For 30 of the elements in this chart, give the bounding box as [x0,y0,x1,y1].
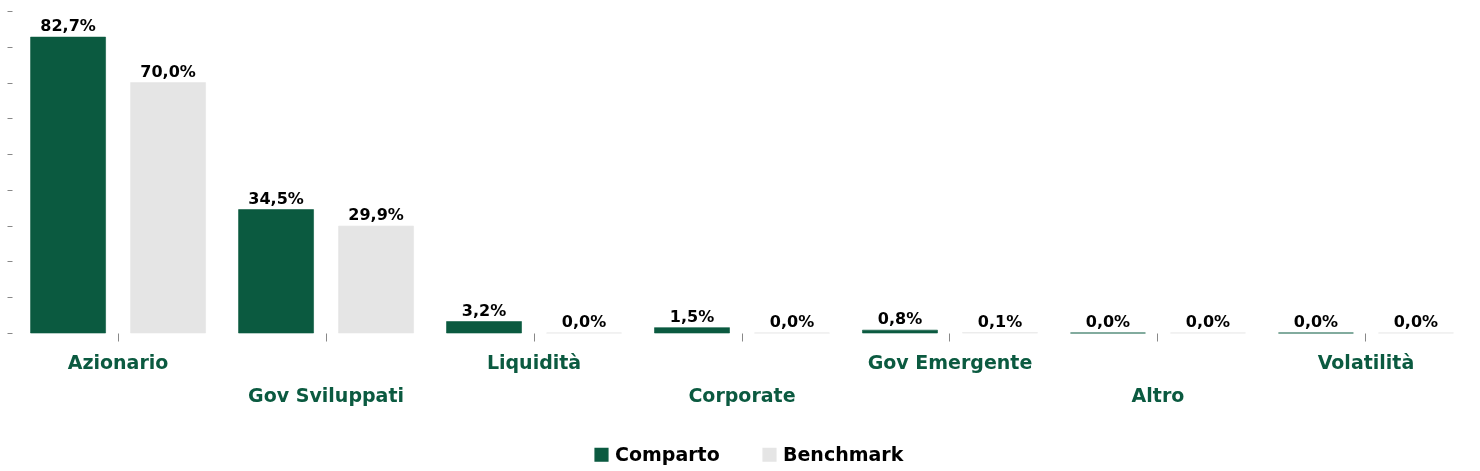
bar [862,329,938,334]
legend-label: Comparto [615,442,720,465]
data-label: 1,5% [669,306,715,326]
data-label: 0,0% [1185,312,1231,331]
bar [338,225,414,334]
legend-label: Benchmark [783,442,904,465]
bar [446,321,522,334]
data-label: 70,0% [140,61,196,81]
data-label: 29,9% [348,205,404,225]
bar [654,327,730,334]
data-label: 0,0% [769,312,815,331]
data-label: 0,0% [561,312,607,331]
x-tick-label: Gov Sviluppati [248,383,404,406]
bar [130,82,206,334]
data-label: 3,2% [461,300,507,320]
x-tick-label: Corporate [688,383,796,406]
data-label: 0,0% [1085,312,1131,331]
x-tick-label: Altro [1131,383,1185,406]
bar [238,209,314,334]
x-tick-label: Gov Emergente [867,350,1033,373]
x-tick-label: Volatilità [1317,350,1415,373]
data-label: 0,1% [977,311,1023,331]
data-label: 82,7% [40,16,96,36]
bar [30,36,106,334]
x-tick-label: Azionario [67,350,169,373]
data-label: 34,5% [248,188,304,208]
data-label: 0,0% [1293,312,1339,331]
data-label: 0,8% [877,309,923,329]
data-label: 0,0% [1393,312,1439,331]
x-tick-label: Liquidità [486,350,582,373]
